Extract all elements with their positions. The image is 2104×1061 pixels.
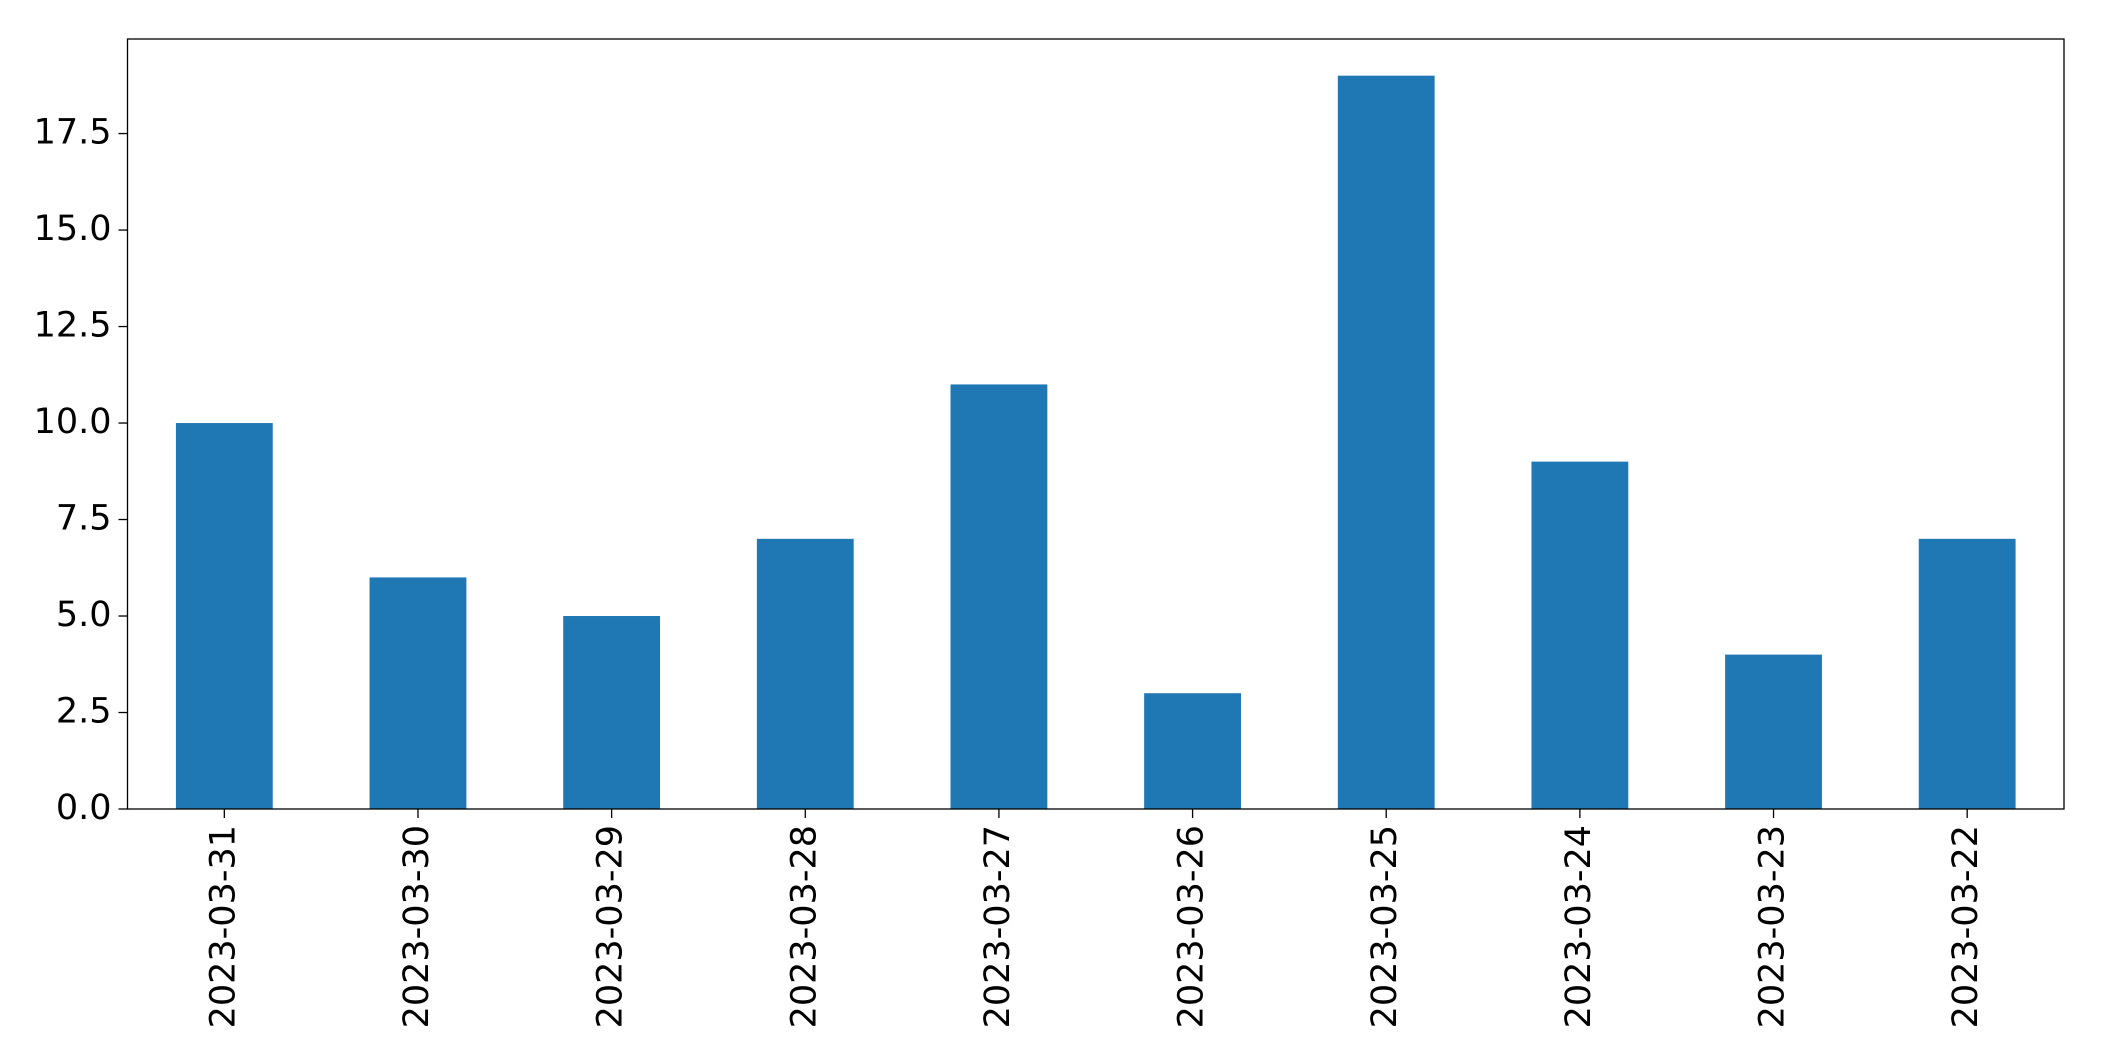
y-tick-label: 17.5 xyxy=(34,113,112,153)
bar xyxy=(563,616,661,809)
x-tick-label: 2023-03-27 xyxy=(978,825,1018,1028)
x-tick-label: 2023-03-31 xyxy=(203,825,243,1028)
x-tick-label: 2023-03-30 xyxy=(397,825,437,1028)
x-tick-label: 2023-03-25 xyxy=(1365,825,1405,1028)
bar xyxy=(369,577,467,809)
x-tick-label: 2023-03-29 xyxy=(591,825,631,1028)
bar xyxy=(1725,654,1822,809)
x-tick-label: 2023-03-24 xyxy=(1559,825,1599,1028)
bar xyxy=(175,423,273,809)
y-tick-label: 0.0 xyxy=(56,788,112,828)
y-tick-label: 7.5 xyxy=(56,499,112,539)
y-tick-label: 10.0 xyxy=(34,402,112,442)
bar xyxy=(950,384,1048,809)
y-tick-label: 15.0 xyxy=(34,209,112,249)
bar xyxy=(1531,461,1629,809)
x-tick-label: 2023-03-26 xyxy=(1172,825,1212,1028)
y-tick-label: 2.5 xyxy=(56,692,112,732)
y-tick-label: 5.0 xyxy=(56,595,112,635)
x-tick-label: 2023-03-22 xyxy=(1946,825,1986,1028)
x-tick-label: 2023-03-23 xyxy=(1753,825,1793,1028)
y-tick-label: 12.5 xyxy=(34,306,112,346)
x-tick-label: 2023-03-28 xyxy=(784,825,824,1028)
bar xyxy=(1337,75,1435,809)
bar xyxy=(1918,538,2016,809)
bar xyxy=(1144,693,1241,809)
plot-frame xyxy=(126,38,2065,810)
bar xyxy=(756,538,854,809)
